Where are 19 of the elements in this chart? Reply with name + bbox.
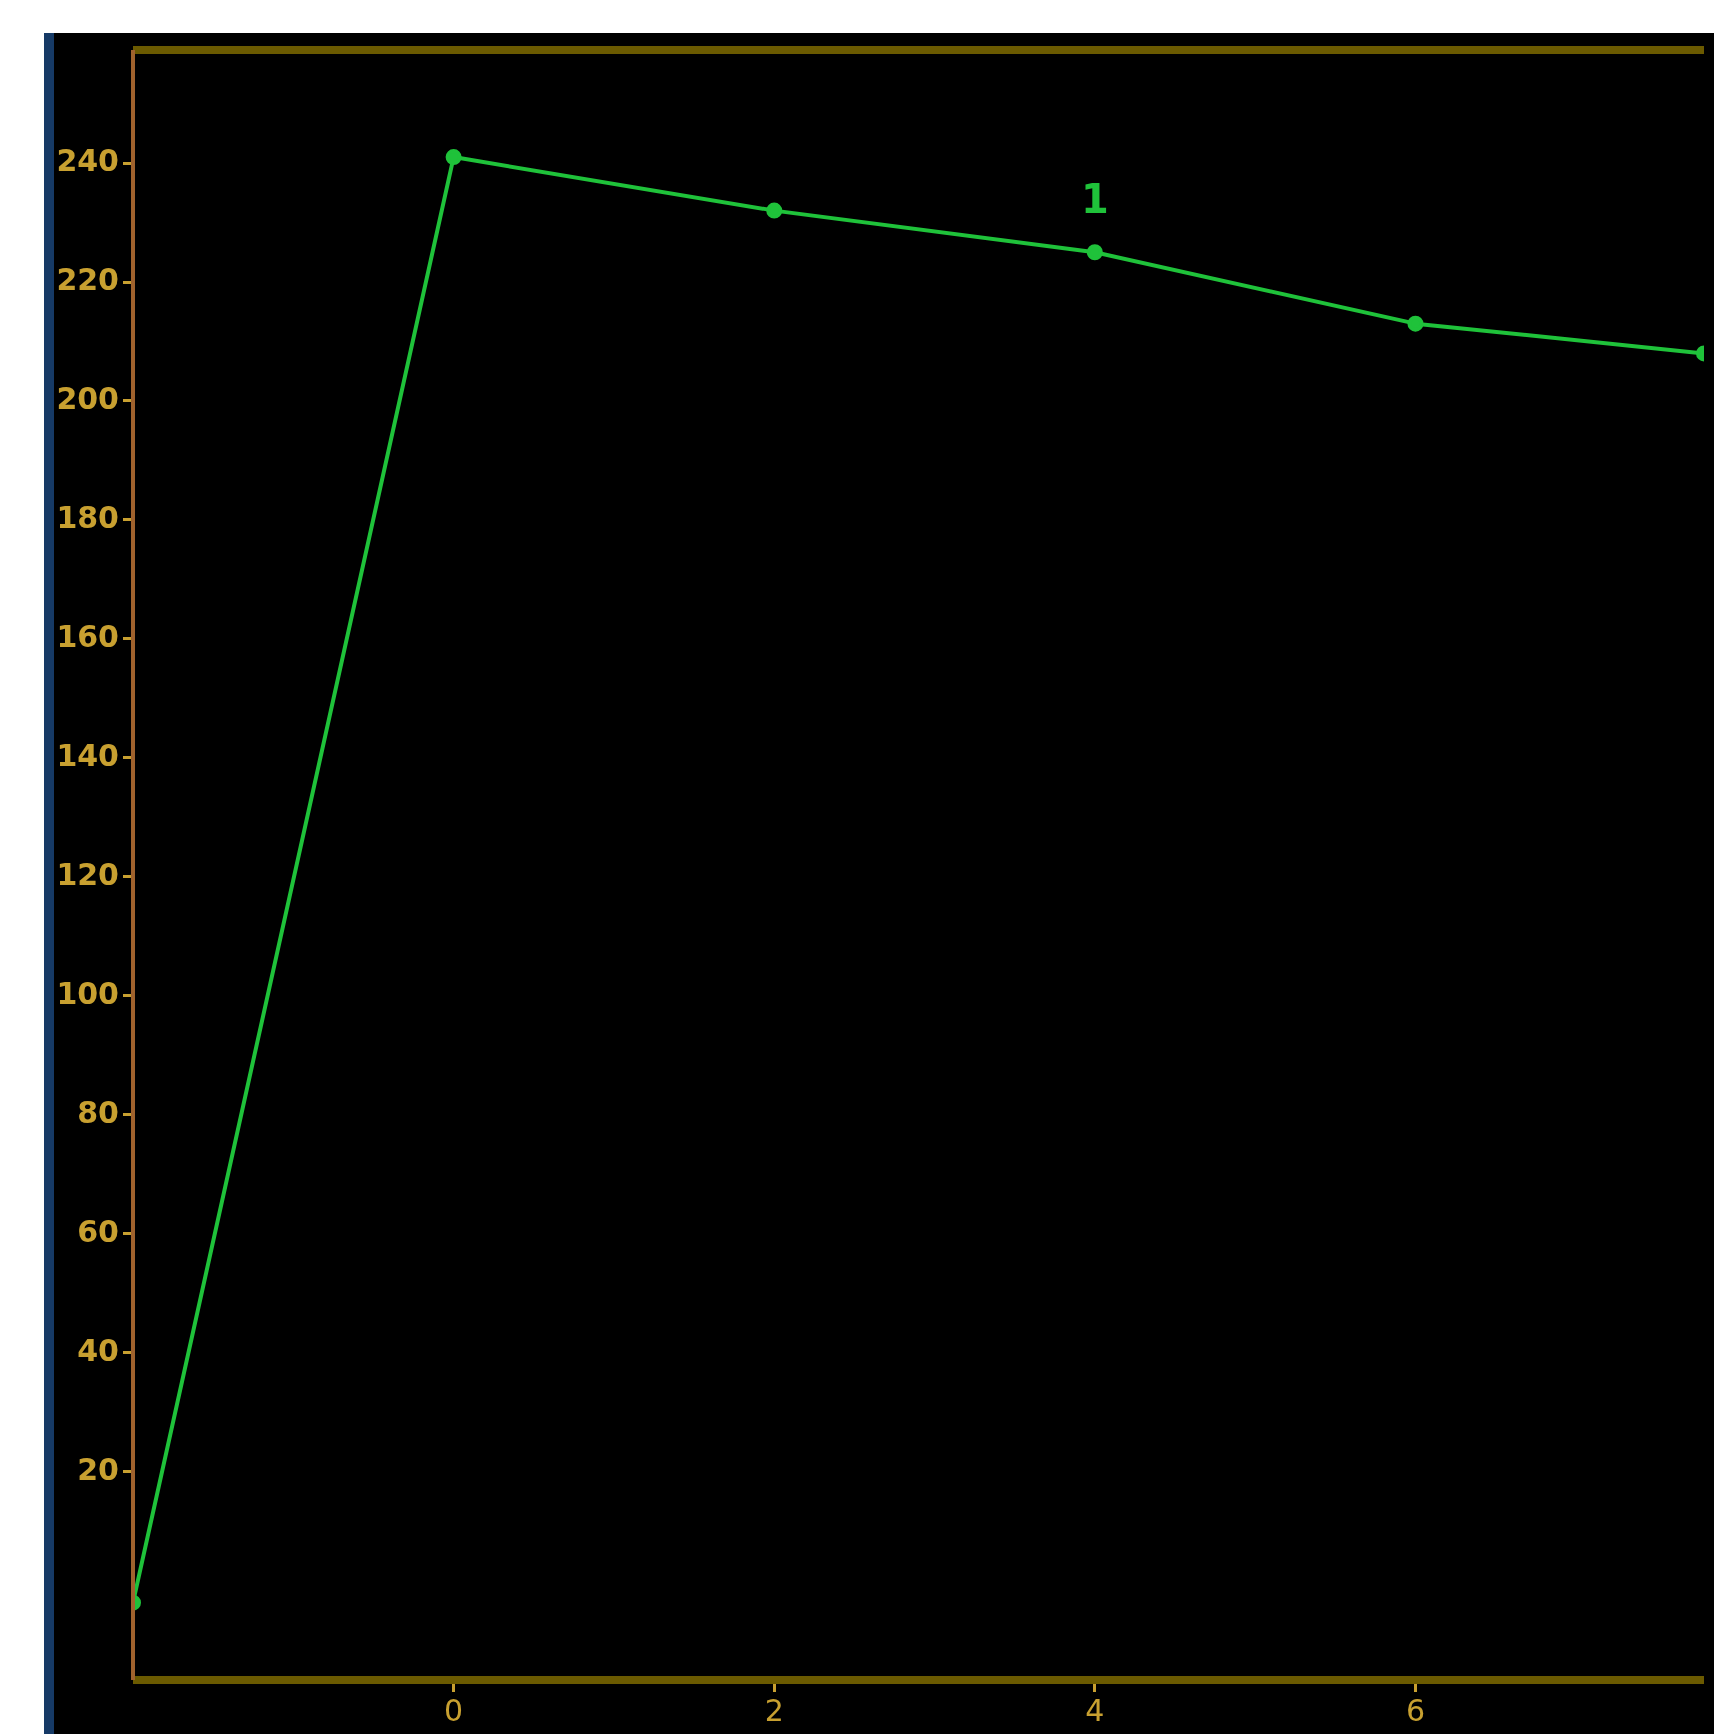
y-tick-label: 240	[56, 142, 119, 178]
y-tick-label: 180	[56, 499, 119, 535]
y-tick-label: 80	[77, 1094, 119, 1130]
y-tick-label: 20	[77, 1451, 119, 1487]
point	[1086, 244, 1103, 261]
point	[766, 202, 783, 219]
y-tick-label: 40	[77, 1332, 119, 1368]
y-tick-label: 60	[77, 1213, 119, 1249]
y-tick-label: 220	[56, 261, 119, 297]
x-tick-label: 0	[444, 1692, 464, 1728]
y-tick-label: 160	[56, 618, 119, 654]
annotation: 1	[1080, 175, 1109, 222]
y-tick-label: 140	[56, 737, 119, 773]
y-tick-label: 200	[56, 380, 119, 416]
y-tick-label: 120	[56, 856, 119, 892]
x-tick-label: 2	[764, 1692, 784, 1728]
x-tick-label: 6	[1405, 1692, 1425, 1728]
y-tick-label: 100	[56, 975, 119, 1011]
x-tick-label: 4	[1085, 1692, 1105, 1728]
